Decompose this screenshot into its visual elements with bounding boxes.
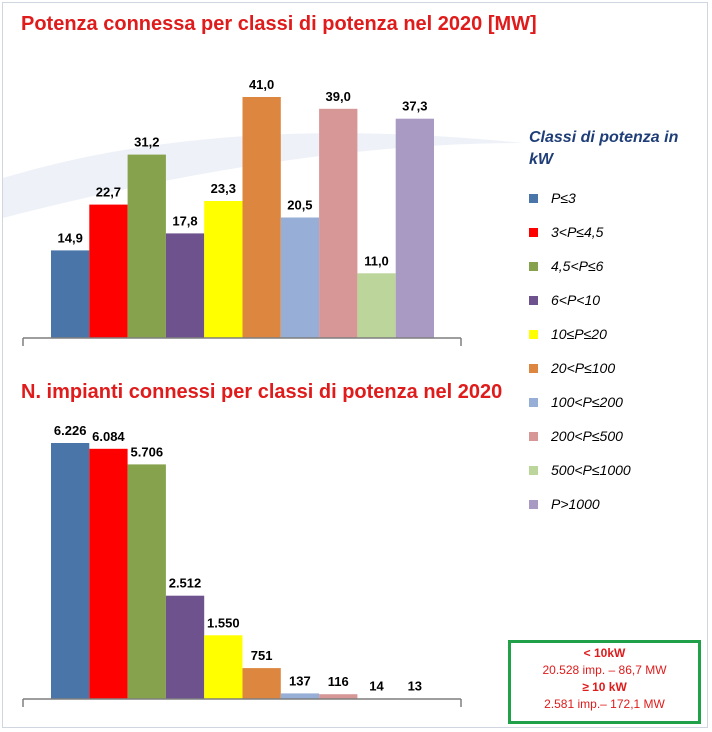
bar-value-label: 39,0	[326, 89, 351, 104]
bar-value-label: 13	[408, 679, 422, 694]
legend-item: 500<P≤1000	[529, 453, 699, 487]
bar-value-label: 5.706	[131, 444, 164, 459]
summary-head-above-10kw: ≥ 10 kW	[582, 680, 627, 694]
legend-label: P>1000	[551, 496, 600, 512]
bar-value-label: 6.226	[54, 423, 87, 438]
legend-item: 100<P≤200	[529, 385, 699, 419]
bar	[51, 250, 90, 338]
bar	[357, 273, 396, 338]
bar-value-label: 2.512	[169, 576, 202, 591]
bar-value-label: 137	[289, 673, 311, 688]
bar-value-label: 37,3	[402, 99, 427, 114]
bar-value-label: 1.550	[207, 615, 240, 630]
bar	[395, 118, 434, 338]
legend-swatch	[529, 261, 538, 271]
bar	[51, 443, 90, 699]
bar-value-label: 14,9	[58, 230, 83, 245]
legend-item: 6<P<10	[529, 283, 699, 317]
summary-head-below-10kw: < 10kW	[583, 646, 626, 660]
legend: Classi di potenza in kW P≤3 3<P≤4,5 4,5<…	[529, 127, 699, 521]
bar	[280, 693, 320, 699]
legend-item: P>1000	[529, 487, 699, 521]
chart-1-bars: 14,9 22,7 31,2 17,8 23,3 41,0 20,5 39,0 11,0 37,3	[22, 77, 462, 346]
bar-value-label: 11,0	[364, 253, 389, 268]
bar-value-label: 20,5	[287, 198, 312, 213]
bar	[127, 154, 166, 338]
legend-label: 100<P≤200	[551, 394, 623, 410]
bar	[89, 204, 128, 338]
legend-swatch	[529, 499, 538, 509]
bar-value-label: 22,7	[96, 185, 121, 200]
background-swoosh-decoration	[3, 133, 523, 218]
summary-line-above-10kw: 2.581 imp.– 172,1 MW	[544, 697, 665, 711]
bar	[319, 108, 358, 338]
bar-value-label: 6.084	[92, 429, 125, 444]
bar-value-label: 41,0	[249, 77, 274, 92]
bar-charts: 14,9 22,7 31,2 17,8 23,3 41,0 20,5 39,0 11,0 37,3…	[22, 77, 462, 707]
legend-swatch	[529, 295, 538, 305]
chart-title-power: Potenza connessa per classi di potenza n…	[21, 13, 537, 35]
bar	[165, 595, 205, 699]
bar	[242, 668, 281, 699]
bar-value-label: 17,8	[172, 213, 197, 228]
legend-label: 3<P≤4,5	[551, 224, 604, 240]
legend-swatch	[529, 397, 538, 407]
bar-value-label: 14	[369, 678, 384, 693]
chart-title-plants: N. impianti connessi per classi di poten…	[21, 381, 503, 403]
legend-label: 20<P≤100	[551, 360, 616, 376]
legend-label: P≤3	[551, 190, 576, 206]
legend-item: 4,5<P≤6	[529, 249, 699, 283]
legend-label: 4,5<P≤6	[551, 258, 604, 274]
bar	[204, 635, 243, 699]
legend-swatch	[529, 465, 538, 475]
legend-item: 10≤P≤20	[529, 317, 699, 351]
bar	[89, 448, 128, 699]
bar	[127, 464, 166, 699]
legend-label: 500<P≤1000	[551, 462, 631, 478]
legend-label: 200<P≤500	[551, 428, 623, 444]
chart-2-bars: 6.226 6.084 5.706 2.512 1.550 751 137 116 14 13	[22, 423, 462, 707]
bar	[242, 97, 281, 338]
legend-title: Classi di potenza in kW	[529, 129, 679, 168]
bar	[280, 217, 320, 338]
legend-item: P≤3	[529, 181, 699, 215]
summary-box: < 10kW 20.528 imp. – 86,7 MW ≥ 10 kW 2.5…	[508, 640, 701, 724]
bar-value-label: 23,3	[211, 181, 236, 196]
legend-label: 6<P<10	[551, 292, 601, 308]
legend-swatch	[529, 363, 538, 373]
legend-swatch	[529, 193, 538, 203]
summary-line-below-10kw: 20.528 imp. – 86,7 MW	[542, 663, 667, 677]
legend-item: 3<P≤4,5	[529, 215, 699, 249]
bar	[319, 694, 358, 699]
legend-item: 200<P≤500	[529, 419, 699, 453]
legend-swatch	[529, 329, 538, 339]
bar	[204, 201, 243, 338]
bar-value-label: 116	[328, 674, 349, 689]
legend-item: 20<P≤100	[529, 351, 699, 385]
legend-label: 10≤P≤20	[551, 326, 607, 342]
legend-swatch	[529, 431, 538, 441]
bar-value-label: 31,2	[134, 135, 159, 150]
legend-swatch	[529, 227, 538, 237]
bar	[165, 233, 205, 338]
bar-value-label: 751	[251, 648, 273, 663]
